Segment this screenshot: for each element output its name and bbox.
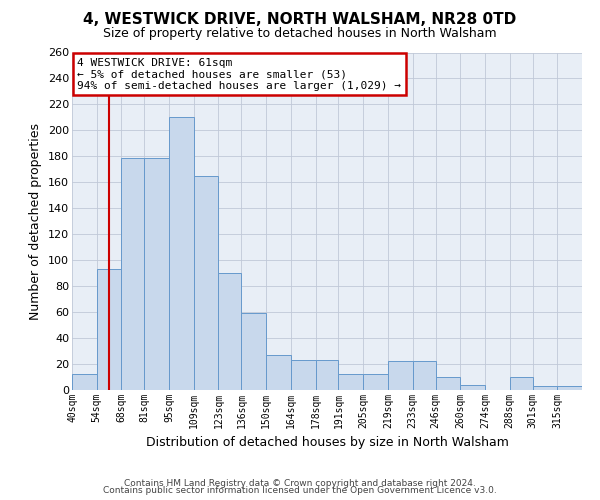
Bar: [388, 362, 413, 390]
Bar: [413, 362, 436, 390]
Bar: [557, 386, 582, 390]
Bar: [266, 355, 291, 390]
Bar: [121, 158, 145, 390]
Text: 4, WESTWICK DRIVE, NORTH WALSHAM, NR28 0TD: 4, WESTWICK DRIVE, NORTH WALSHAM, NR28 0…: [83, 12, 517, 28]
Bar: [218, 273, 241, 390]
Y-axis label: Number of detached properties: Number of detached properties: [29, 122, 43, 320]
Text: Contains HM Land Registry data © Crown copyright and database right 2024.: Contains HM Land Registry data © Crown c…: [124, 478, 476, 488]
Bar: [97, 270, 121, 390]
Text: 4 WESTWICK DRIVE: 61sqm
← 5% of detached houses are smaller (53)
94% of semi-det: 4 WESTWICK DRIVE: 61sqm ← 5% of detached…: [77, 58, 401, 91]
Bar: [363, 374, 388, 390]
Bar: [169, 118, 194, 390]
Bar: [291, 360, 316, 390]
Bar: [460, 385, 485, 390]
Bar: [338, 374, 363, 390]
X-axis label: Distribution of detached houses by size in North Walsham: Distribution of detached houses by size …: [146, 436, 508, 450]
Text: Size of property relative to detached houses in North Walsham: Size of property relative to detached ho…: [103, 28, 497, 40]
Bar: [436, 377, 460, 390]
Bar: [509, 377, 533, 390]
Bar: [145, 158, 169, 390]
Bar: [194, 176, 218, 390]
Text: Contains public sector information licensed under the Open Government Licence v3: Contains public sector information licen…: [103, 486, 497, 495]
Bar: [316, 360, 338, 390]
Bar: [241, 314, 266, 390]
Bar: [533, 386, 557, 390]
Bar: [72, 374, 97, 390]
